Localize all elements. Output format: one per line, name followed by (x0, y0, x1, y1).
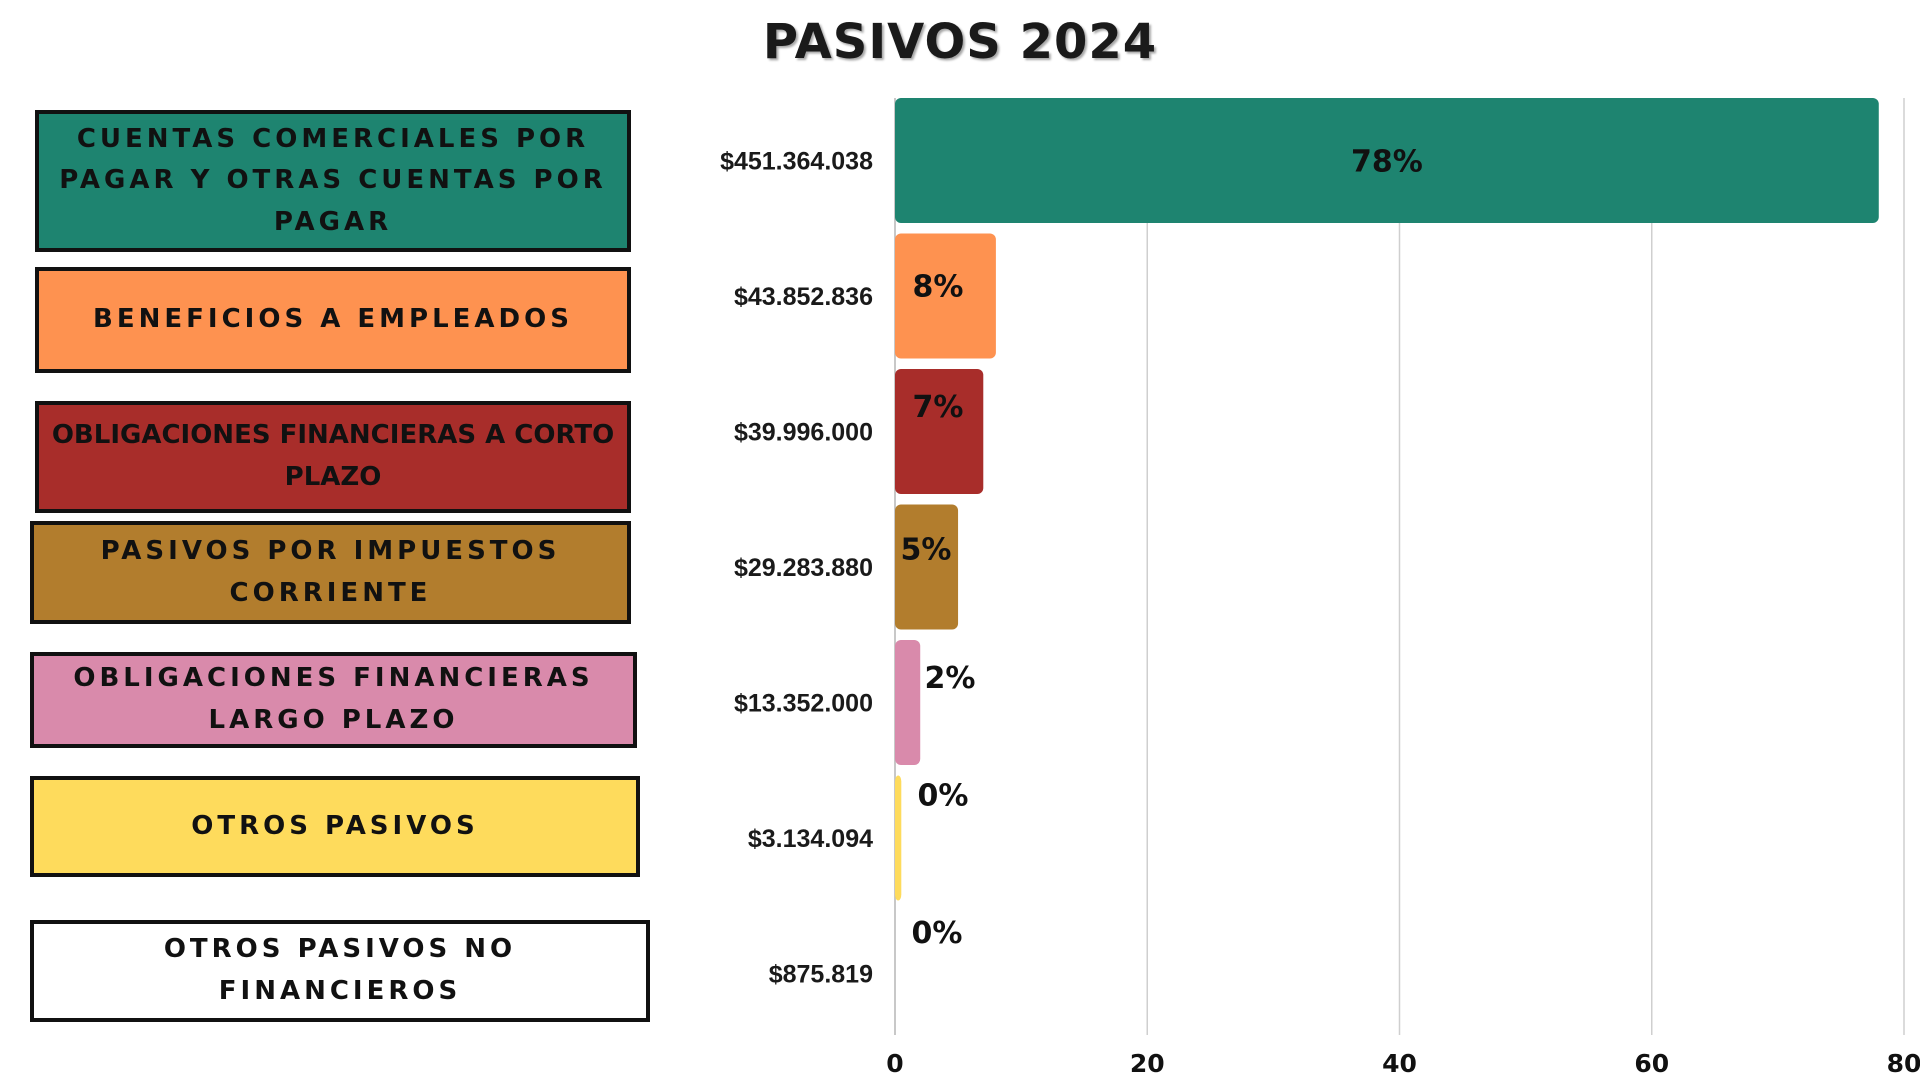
percent-label: 2% (925, 661, 976, 696)
amount-label: $29.283.880 (734, 554, 873, 582)
bar (895, 233, 996, 359)
bar (895, 775, 902, 901)
x-tick-label: 0 (886, 1049, 903, 1078)
amount-label: $875.819 (769, 961, 873, 989)
legend-item-pasivos-impuestos: PASIVOS POR IMPUESTOS CORRIENTE (30, 521, 631, 624)
legend-item-otros-pasivos: OTROS PASIVOS (30, 776, 640, 877)
legend-item-beneficios-empleados: BENEFICIOS A EMPLEADOS (35, 267, 631, 373)
chart-title: PASIVOS 2024 (762, 14, 1158, 70)
percent-label: 8% (913, 270, 964, 305)
x-tick-label: 80 (1887, 1049, 1920, 1078)
legend-item-otros-pasivos-no-financieros: OTROS PASIVOS NO FINANCIEROS (30, 920, 650, 1022)
percent-label: 7% (913, 390, 964, 425)
percent-label: 5% (901, 533, 952, 568)
percent-label: 0% (912, 916, 963, 951)
x-tick-label: 40 (1382, 1049, 1417, 1078)
amount-label: $451.364.038 (720, 148, 873, 176)
amount-label: $3.134.094 (748, 825, 873, 853)
legend-item-obligaciones-largo-plazo: OBLIGACIONES FINANCIERAS LARGO PLAZO (30, 652, 637, 748)
bar (895, 98, 1879, 223)
legend-item-obligaciones-corto-plazo: OBLIGACIONES FINANCIERAS A CORTO PLAZO (35, 401, 631, 513)
bar (895, 640, 921, 765)
x-tick-label: 60 (1634, 1049, 1669, 1078)
x-tick-label: 20 (1130, 1049, 1165, 1078)
amount-label: $43.852.836 (734, 283, 873, 311)
percent-label: 78% (1351, 145, 1423, 180)
amount-label: $13.352.000 (734, 690, 873, 718)
percent-label: 0% (918, 779, 969, 814)
bar (895, 504, 959, 630)
amount-label: $39.996.000 (734, 419, 873, 447)
bar (895, 369, 984, 494)
legend-item-cuentas-comerciales: CUENTAS COMERCIALES POR PAGAR Y OTRAS CU… (35, 110, 631, 252)
